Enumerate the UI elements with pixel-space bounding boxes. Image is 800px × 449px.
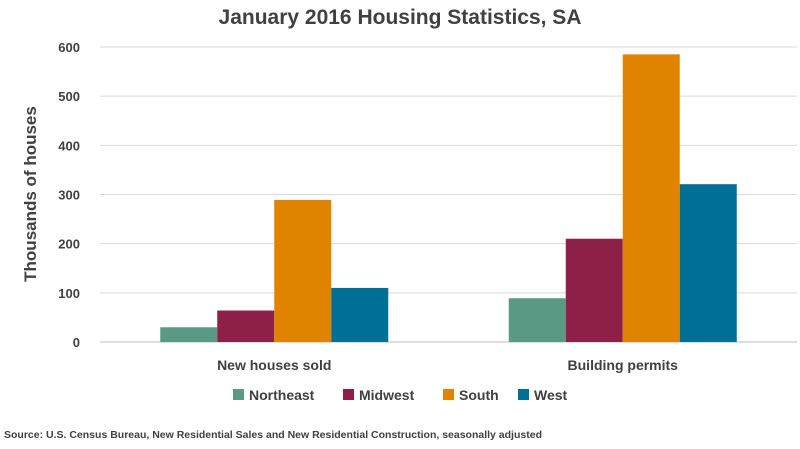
legend-label-midwest: Midwest — [359, 387, 415, 403]
y-tick-label: 400 — [58, 138, 80, 153]
grid-lines — [100, 46, 797, 343]
legend-label-west: West — [534, 387, 568, 403]
x-category-label: New houses sold — [217, 357, 331, 373]
bar-northeast-new-houses-sold — [160, 327, 218, 342]
legend-swatch-northeast — [233, 389, 244, 400]
legend-label-south: South — [459, 387, 499, 403]
legend-swatch-midwest — [343, 389, 354, 400]
bar-midwest-building-permits — [565, 238, 623, 342]
legend-swatch-south — [443, 389, 454, 400]
chart-title: January 2016 Housing Statistics, SA — [219, 6, 582, 29]
bar-midwest-new-houses-sold — [217, 310, 275, 342]
y-tick-label: 300 — [58, 188, 80, 203]
legend: Northeast Midwest South West — [233, 387, 568, 403]
y-tick-label: 500 — [58, 89, 80, 104]
y-tick-label: 0 — [73, 335, 80, 350]
y-tick-label: 200 — [58, 237, 80, 252]
bar-west-new-houses-sold — [331, 287, 389, 342]
x-category-label: Building permits — [568, 357, 679, 373]
bars — [160, 54, 737, 342]
bar-west-building-permits — [679, 184, 737, 342]
y-tick-labels: 0 100 200 300 400 500 600 — [58, 40, 80, 350]
category-labels: New houses sold Building permits — [217, 357, 678, 373]
legend-label-northeast: Northeast — [249, 387, 315, 403]
y-tick-label: 100 — [58, 286, 80, 301]
bar-northeast-building-permits — [508, 298, 566, 342]
bar-south-new-houses-sold — [274, 199, 332, 342]
y-tick-label: 600 — [58, 40, 80, 55]
legend-swatch-west — [518, 389, 529, 400]
y-axis-label: Thousands of houses — [21, 106, 40, 282]
source-note: Source: U.S. Census Bureau, New Resident… — [4, 429, 542, 441]
bar-south-building-permits — [622, 54, 680, 342]
